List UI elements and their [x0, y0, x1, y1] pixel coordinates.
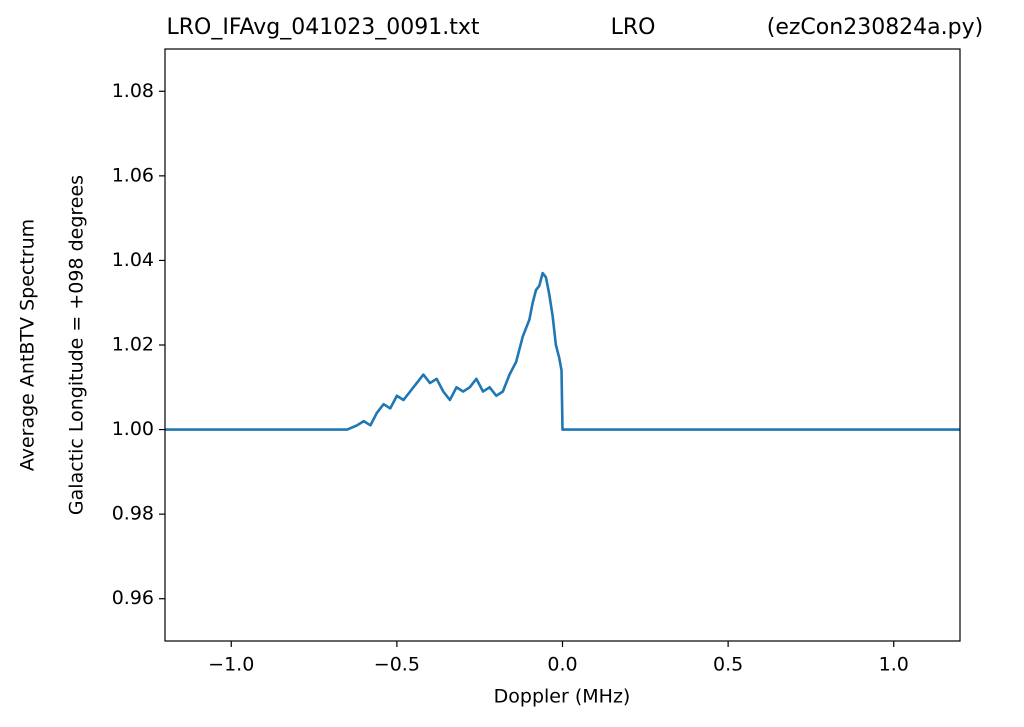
- y-tick-label: 0.96: [112, 587, 154, 609]
- y-axis-label: Galactic Longitude = +098 degrees: [66, 175, 88, 515]
- x-axis-label: Doppler (MHz): [494, 686, 631, 708]
- x-tick-label: −1.0: [208, 654, 254, 676]
- y-tick-label: 1.02: [112, 334, 154, 356]
- chart-title: LRO: [611, 15, 656, 40]
- x-tick-label: 0.0: [547, 654, 577, 676]
- y-tick-label: 1.00: [112, 418, 154, 440]
- y-tick-label: 1.04: [112, 249, 154, 271]
- data-line: [165, 271, 960, 431]
- x-tick-label: −0.5: [374, 654, 420, 676]
- x-tick-label: 0.5: [713, 654, 743, 676]
- y-axis-label: Average AntBTV Spectrum: [17, 219, 39, 471]
- plot-frame: [164, 48, 961, 642]
- x-tick-label: 1.0: [879, 654, 909, 676]
- y-tick-label: 0.98: [112, 503, 154, 525]
- y-tick-label: 1.08: [112, 80, 154, 102]
- chart-title: LRO_IFAvg_041023_0091.txt: [167, 15, 480, 40]
- chart-title: (ezCon230824a.py): [767, 15, 983, 40]
- y-tick-label: 1.06: [112, 164, 154, 186]
